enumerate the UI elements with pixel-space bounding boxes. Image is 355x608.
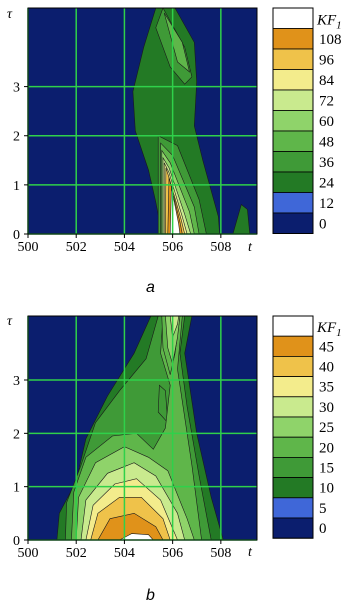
- colorbar-level-label: 35: [319, 380, 334, 396]
- colorbar-swatch: [272, 171, 314, 193]
- colorbar-swatch: [272, 315, 314, 337]
- colorbar-level-label: 30: [319, 400, 334, 416]
- colorbar-level-label: 84: [319, 73, 335, 89]
- colorbar-level-label: 45: [319, 339, 334, 355]
- x-tick-label: 500: [18, 240, 39, 255]
- panel-b-ylabel: τ: [7, 314, 13, 329]
- colorbar-level-label: 108: [319, 32, 342, 48]
- contour-region-10: [157, 384, 169, 424]
- colorbar-swatch: [272, 517, 314, 539]
- colorbar-swatch: [272, 456, 314, 478]
- colorbar-swatch: [272, 69, 314, 91]
- y-tick-label: 0: [13, 534, 20, 549]
- colorbar-swatch: [272, 497, 314, 519]
- colorbar-swatch: [272, 48, 314, 70]
- panel-a-ylabel: τ: [7, 7, 13, 22]
- colorbar-swatch: [272, 151, 314, 173]
- colorbar-level-label: 5: [319, 501, 327, 517]
- y-tick-label: 1: [13, 179, 20, 194]
- plot-frame: [27, 7, 258, 235]
- colorbar-level-label: 20: [319, 440, 334, 456]
- contour-region-12: [232, 203, 251, 234]
- colorbar-level-label: 24: [319, 175, 335, 191]
- panel-a-label: a: [146, 279, 155, 296]
- colorbar-swatch: [272, 416, 314, 438]
- colorbar-swatch: [272, 396, 314, 418]
- colorbar-level-label: 0: [319, 521, 327, 537]
- colorbar-swatch: [272, 28, 314, 50]
- colorbar-frame: [272, 7, 314, 234]
- panel-b-plot: 500 502 504 506 508 0 1 2 3: [13, 315, 258, 561]
- y-tick-label: 2: [13, 427, 20, 442]
- colorbar-swatch: [272, 376, 314, 398]
- colorbar-level-label: 36: [319, 155, 335, 171]
- colorbar-frame: [272, 315, 314, 539]
- colorbar-swatch: [272, 355, 314, 377]
- x-tick-label: 508: [210, 240, 231, 255]
- colorbar-level-label: 12: [319, 196, 334, 212]
- contour-region-45: [119, 533, 154, 540]
- colorbar-level-label: 60: [319, 114, 334, 130]
- colorbar-swatch: [272, 477, 314, 499]
- y-tick-label: 2: [13, 130, 20, 145]
- contour-region-40: [97, 512, 164, 540]
- colorbar-title: KF1: [316, 13, 342, 32]
- x-tick-label: 502: [66, 546, 87, 561]
- y-tick-label: 3: [13, 81, 20, 96]
- colorbar-level-label: 40: [319, 360, 334, 376]
- colorbar-level-label: 25: [319, 420, 334, 436]
- x-tick-label: 504: [114, 546, 135, 561]
- colorbar-swatch: [272, 89, 314, 111]
- colorbar-title: KF1: [316, 320, 342, 339]
- y-tick-label: 1: [13, 481, 20, 496]
- y-tick-label: 3: [13, 374, 20, 389]
- colorbar-level-label: 15: [319, 461, 334, 477]
- x-tick-label: 500: [18, 546, 39, 561]
- panel-b-xlabel: t: [248, 545, 253, 560]
- plot-frame: [27, 315, 258, 541]
- colorbar-level-label: 96: [319, 52, 335, 68]
- colorbar-swatch: [272, 7, 314, 29]
- x-tick-label: 506: [162, 240, 183, 255]
- colorbar-level-label: 48: [319, 134, 334, 150]
- colorbar-swatch: [272, 436, 314, 458]
- panel-b-label: b: [146, 587, 155, 604]
- colorbar-level-label: 72: [319, 93, 334, 109]
- colorbar-swatch: [272, 110, 314, 132]
- colorbar-level-label: 10: [319, 481, 334, 497]
- panel-a-xlabel: t: [248, 240, 253, 255]
- y-tick-label: 0: [13, 228, 20, 243]
- x-tick-label: 508: [210, 546, 231, 561]
- x-tick-label: 502: [66, 240, 87, 255]
- colorbar-swatch: [272, 130, 314, 152]
- colorbar-swatch: [272, 335, 314, 357]
- colorbar-level-label: 0: [319, 216, 327, 232]
- colorbar-swatch: [272, 192, 314, 214]
- x-tick-label: 504: [114, 240, 135, 255]
- x-tick-label: 506: [162, 546, 183, 561]
- colorbar-swatch: [272, 212, 314, 234]
- panel-a-plot: 500 502 504 506 508 0 1 2 3: [13, 7, 258, 255]
- contour-region-12: [132, 8, 220, 234]
